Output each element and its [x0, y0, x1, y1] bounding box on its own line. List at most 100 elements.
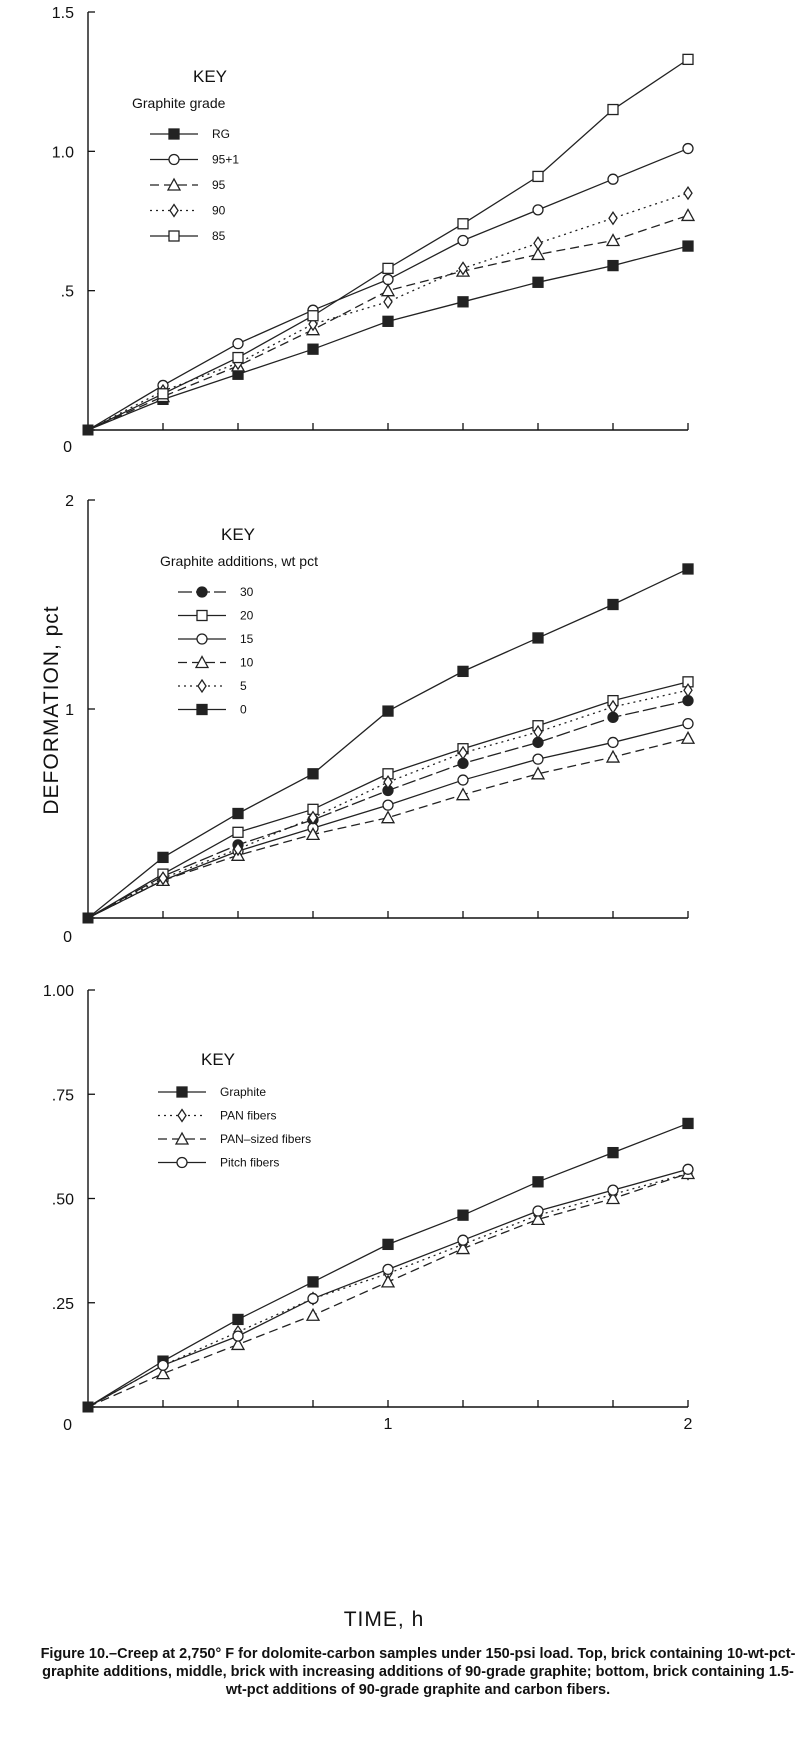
key-title: KEY [201, 1050, 235, 1069]
data-point [455, 1241, 471, 1255]
data-point [532, 753, 544, 765]
y-tick-label: 1 [65, 702, 74, 719]
key-subtitle: Graphite grade [132, 95, 226, 111]
data-point [308, 810, 318, 825]
data-point [382, 273, 394, 286]
figure-caption: Figure 10.–Creep at 2,750° F for dolomit… [40, 1646, 796, 1698]
key-label: 15 [240, 632, 254, 646]
data-point [158, 871, 168, 886]
key-swatch-marker [194, 655, 210, 669]
data-point [608, 699, 618, 715]
data-point [157, 851, 169, 864]
data-point [380, 810, 396, 824]
key-label: 20 [240, 609, 254, 623]
data-point [607, 103, 619, 116]
y-axis-title: DEFORMATION, pct [40, 605, 63, 814]
y-tick-label: 0 [63, 1417, 72, 1434]
key-label: 95 [212, 178, 226, 192]
chart-panel-top: 0 .5 1.0 1.5 KEY Graphite grade RG 95+1 95 90 85 [52, 5, 696, 456]
key-label: Pitch fibers [220, 1156, 279, 1170]
key-label: 0 [240, 703, 247, 717]
data-point [608, 211, 618, 226]
key-swatch-marker [168, 230, 180, 242]
key-label: RG [212, 127, 230, 141]
data-point [383, 774, 393, 790]
data-point [305, 827, 321, 841]
key-label: PAN fibers [220, 1109, 276, 1123]
key-label: 5 [240, 679, 247, 693]
data-point [530, 1211, 546, 1225]
data-point [682, 1163, 694, 1175]
data-point [607, 598, 619, 611]
key-swatch-marker [197, 678, 207, 694]
data-point [307, 1276, 319, 1288]
data-point [382, 315, 394, 327]
data-point [682, 142, 694, 155]
data-point [382, 262, 394, 275]
key-swatch-marker [168, 153, 180, 166]
data-point [532, 1205, 544, 1217]
key-swatch-marker [196, 586, 208, 598]
data-point [605, 233, 621, 247]
key-swatch-marker [176, 1086, 188, 1098]
data-point [532, 276, 544, 288]
data-point [530, 247, 546, 261]
data-point [307, 343, 319, 355]
key-swatch-marker [169, 203, 179, 218]
y-tick-label: 0 [63, 929, 72, 946]
series-10 [87, 730, 696, 919]
data-point [457, 234, 469, 247]
key-label: 10 [240, 656, 254, 670]
chart-panel-middle: 0 1 2 KEY Graphite additions, wt pct 30 20 15 10… [63, 493, 696, 946]
data-point [382, 1238, 394, 1251]
chart-key: KEY Graphite PAN fibers PAN–sized fibers Pit… [158, 1050, 311, 1170]
data-point [305, 1307, 321, 1321]
data-point [680, 208, 696, 222]
data-point [530, 766, 546, 780]
key-label: 85 [212, 229, 226, 243]
data-point [532, 1176, 544, 1188]
key-swatch-marker [166, 177, 182, 191]
data-point [233, 841, 243, 857]
key-swatch-marker [196, 609, 208, 622]
key-label: 95+1 [212, 153, 239, 167]
data-point [383, 294, 393, 309]
data-point [682, 563, 694, 575]
series-pan-sized-fibers [87, 1166, 696, 1408]
data-point [532, 204, 544, 216]
data-point [455, 787, 471, 801]
data-point [607, 173, 619, 185]
data-point [232, 337, 244, 350]
y-tick-label: .5 [61, 284, 74, 301]
data-point [457, 1209, 469, 1221]
series-rg [87, 240, 694, 431]
y-tick-label: 1.5 [52, 5, 74, 22]
data-point [607, 1146, 619, 1159]
data-point [607, 259, 619, 272]
key-label: PAN–sized fibers [220, 1132, 311, 1146]
data-point [380, 1274, 396, 1288]
series-graphite [87, 1117, 694, 1408]
data-point [532, 632, 544, 644]
data-point [380, 283, 396, 297]
series-5 [87, 683, 693, 919]
data-point [605, 749, 621, 763]
key-swatch-marker [168, 128, 180, 140]
y-tick-label: 0 [63, 439, 72, 456]
origin-point [82, 424, 94, 436]
data-point [232, 826, 244, 838]
series-line [87, 192, 689, 431]
y-tick-label: 1.0 [52, 144, 74, 161]
chart-key: KEY Graphite grade RG 95+1 95 90 85 [132, 67, 239, 243]
series-line [87, 1172, 689, 1408]
key-label: 30 [240, 585, 254, 599]
data-point [382, 1263, 394, 1276]
x-tick-label: 1 [384, 1416, 393, 1433]
y-tick-label: .50 [52, 1192, 74, 1209]
data-point [533, 236, 543, 251]
series-pitch-fibers [87, 1163, 694, 1408]
chart-key: KEY Graphite additions, wt pct 30 20 15 10 5 0 [160, 525, 318, 717]
data-point [682, 1117, 694, 1130]
data-point [155, 1366, 171, 1380]
key-title: KEY [193, 67, 227, 86]
